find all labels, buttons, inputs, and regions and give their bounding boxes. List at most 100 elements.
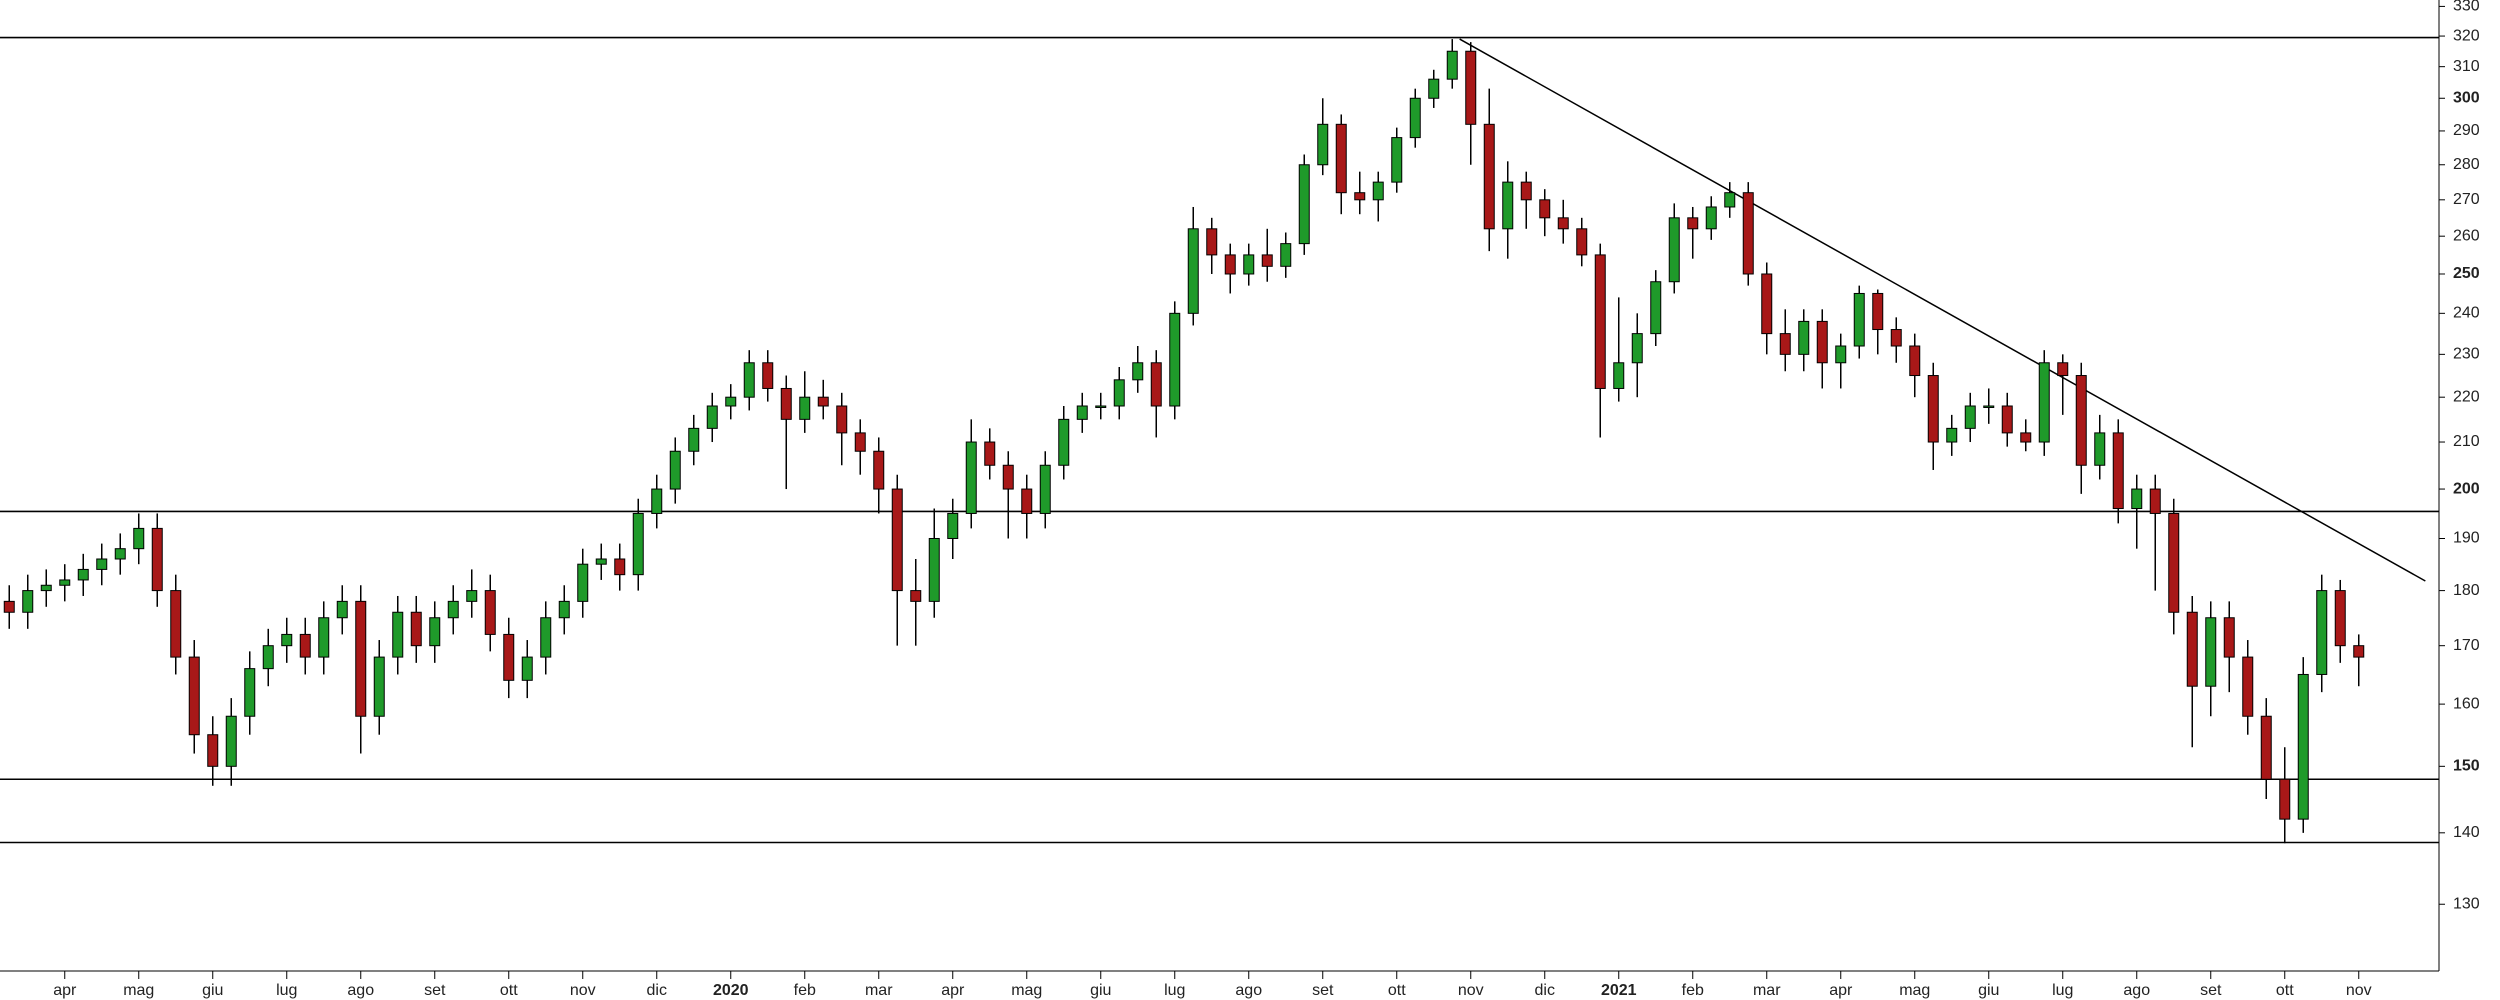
- candle-body: [1317, 123, 1329, 166]
- candle-body: [928, 537, 940, 602]
- x-tick-label: mag: [123, 982, 154, 999]
- candle-body: [1557, 217, 1569, 230]
- candle-body: [2057, 362, 2069, 377]
- x-tick-label: ago: [1235, 982, 1262, 999]
- candle-body: [1058, 418, 1070, 466]
- candle-body: [1798, 320, 1810, 355]
- x-tick-label: nov: [2346, 982, 2372, 999]
- x-tick-label: set: [424, 982, 446, 999]
- candle-body: [1613, 362, 1625, 389]
- candle-body: [133, 527, 145, 550]
- candle-body: [1520, 181, 1532, 201]
- candle-body: [2186, 611, 2198, 687]
- candle-body: [836, 405, 848, 434]
- candle-body: [1927, 375, 1939, 443]
- x-tick-label: mar: [1753, 982, 1781, 999]
- candle-body: [1169, 312, 1181, 407]
- y-tick-label: 220: [2453, 388, 2480, 405]
- x-tick-label: giu: [202, 982, 223, 999]
- x-tick-label: ott: [1388, 982, 1406, 999]
- candle-body: [1594, 254, 1606, 389]
- candle-body: [1668, 217, 1680, 283]
- candle-body: [1705, 206, 1717, 230]
- candle-body: [521, 656, 533, 681]
- candle-body: [1039, 464, 1051, 514]
- candle-body: [2223, 617, 2235, 658]
- candle-body: [299, 633, 311, 658]
- y-tick-label: 180: [2453, 582, 2480, 599]
- x-tick-label: set: [2200, 982, 2222, 999]
- candle-body: [1687, 217, 1699, 230]
- candle-body: [2316, 590, 2328, 675]
- candle-body: [2205, 617, 2217, 687]
- x-tick-label: dic: [647, 982, 667, 999]
- x-tick-label: mag: [1899, 982, 1930, 999]
- candle-body: [1890, 329, 1902, 347]
- candle-body: [207, 734, 219, 767]
- candle-body: [244, 668, 256, 717]
- y-tick-label: 230: [2453, 346, 2480, 363]
- x-tick-label: lug: [1164, 982, 1185, 999]
- candle-body: [1298, 164, 1310, 245]
- candle-body: [1835, 345, 1847, 364]
- x-tick-label: feb: [794, 982, 816, 999]
- candle-body: [1428, 78, 1440, 99]
- candle-body: [2075, 375, 2087, 466]
- candle-body: [2001, 405, 2013, 434]
- candle-body: [447, 600, 459, 619]
- y-tick-label: 200: [2453, 480, 2480, 497]
- y-tick-label: 260: [2453, 227, 2480, 244]
- candle-body: [1076, 405, 1088, 420]
- candle-body: [2260, 715, 2272, 780]
- candle-body: [1465, 50, 1477, 125]
- candle-body: [947, 512, 959, 539]
- candle-body: [1761, 273, 1773, 335]
- x-tick-label: 2021: [1601, 982, 1637, 999]
- candle-body: [577, 563, 589, 602]
- y-tick-label: 240: [2453, 305, 2480, 322]
- x-tick-label: ott: [2276, 982, 2294, 999]
- candle-body: [762, 362, 774, 389]
- x-tick-label: giu: [1978, 982, 1999, 999]
- y-tick-label: 130: [2453, 895, 2480, 912]
- candle-body: [77, 568, 89, 581]
- candle-body: [632, 512, 644, 576]
- candle-body: [2038, 362, 2050, 443]
- candle-body: [355, 600, 367, 717]
- x-tick-label: mar: [865, 982, 893, 999]
- candle-body: [1261, 254, 1273, 267]
- y-tick-label: 150: [2453, 758, 2480, 775]
- candle-body: [873, 450, 885, 490]
- x-tick-label: giu: [1090, 982, 1111, 999]
- candle-body: [743, 362, 755, 398]
- candle-body: [1576, 228, 1588, 256]
- candle-body: [1779, 333, 1791, 355]
- candle-body: [170, 590, 182, 658]
- x-tick-label: ago: [2123, 982, 2150, 999]
- candle-body: [2297, 673, 2309, 820]
- candle-body: [429, 617, 441, 647]
- candle-body: [1909, 345, 1921, 377]
- candle-body: [2242, 656, 2254, 717]
- candle-body: [1502, 181, 1514, 230]
- candle-body: [336, 600, 348, 619]
- candle-body: [503, 633, 515, 681]
- candle-body: [225, 715, 237, 767]
- candle-body: [1983, 405, 1995, 408]
- candle-body: [1372, 181, 1384, 201]
- candle-body: [558, 600, 570, 619]
- candle-body: [1206, 228, 1218, 256]
- candle-body: [2168, 512, 2180, 613]
- y-tick-label: 170: [2453, 637, 2480, 654]
- candle-body: [410, 611, 422, 647]
- candle-body: [1150, 362, 1162, 407]
- candle-body: [1872, 292, 1884, 331]
- candle-body: [2279, 778, 2291, 820]
- x-tick-label: lug: [276, 982, 297, 999]
- candle-body: [1631, 333, 1643, 364]
- x-tick-label: 2020: [713, 982, 749, 999]
- candle-body: [281, 633, 293, 647]
- x-tick-label: dic: [1535, 982, 1555, 999]
- candle-body: [392, 611, 404, 658]
